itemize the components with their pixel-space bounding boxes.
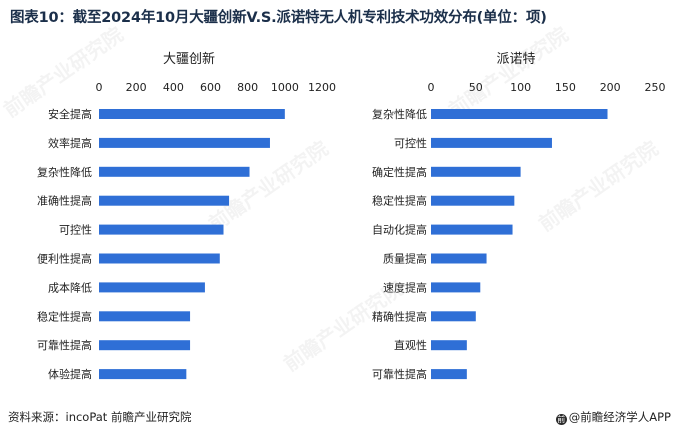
bar-5 (431, 224, 513, 235)
chart-title: 大疆创新 (163, 51, 215, 67)
bar-7 (431, 282, 481, 293)
bar-2 (99, 137, 270, 148)
category-label: 精确性提高 (372, 309, 427, 323)
bar-4 (99, 195, 230, 206)
page-title: 图表10：截至2024年10月大疆创新V.S.派诺特无人机专利技术功效分布(单位… (10, 10, 547, 26)
bar-3 (431, 166, 521, 177)
category-label: 安全提高 (48, 107, 92, 121)
x-tick-label: 1000 (271, 81, 299, 94)
watermark-2: 前瞻产业研究院 (204, 136, 332, 236)
bar-10 (99, 369, 187, 380)
brand-credit-text: @前瞻经济学人APP (568, 410, 671, 424)
bar-6 (431, 253, 487, 264)
category-label: 自动化提高 (372, 223, 427, 237)
category-label: 可控性 (59, 223, 92, 237)
category-label: 可靠性提高 (372, 367, 427, 381)
category-label: 体验提高 (48, 367, 92, 381)
x-tick-label: 400 (163, 81, 184, 94)
x-tick-label: 800 (237, 81, 258, 94)
bar-1 (99, 109, 285, 119)
category-label: 可控性 (394, 136, 427, 150)
bar-8 (431, 311, 476, 322)
brand-credit: 前 @前瞻经济学人APP (555, 409, 671, 425)
category-label: 可靠性提高 (37, 338, 92, 352)
category-label: 速度提高 (383, 280, 427, 294)
category-label: 复杂性降低 (37, 165, 92, 179)
category-label: 复杂性降低 (372, 107, 427, 121)
bar-3 (99, 166, 250, 177)
watermark-3: 前瞻产业研究院 (444, 22, 572, 122)
category-label: 稳定性提高 (37, 309, 92, 323)
chart-parrot: 派诺特 0 50 100 150 200 250 复杂性降低可控性确定性提高稳定性提高自动化提… (372, 52, 666, 381)
x-tick-label: 200 (600, 81, 621, 94)
category-label: 稳定性提高 (372, 194, 427, 208)
category-label: 便利性提高 (37, 252, 92, 266)
x-tick-label: 250 (645, 81, 666, 94)
x-tick-label: 150 (555, 81, 576, 94)
bar-1 (431, 109, 608, 119)
bar-2 (431, 137, 552, 148)
x-tick-label: 0 (428, 81, 435, 94)
chart-dji: 大疆创新 0 200 400 600 800 1000 1200 安全提高效率提高复杂性降低准确… (37, 51, 336, 381)
watermark-4: 前瞻产业研究院 (534, 136, 662, 236)
category-label: 确定性提高 (372, 165, 427, 179)
x-tick-label: 50 (469, 81, 483, 94)
category-label: 成本降低 (48, 280, 92, 294)
bar-5 (99, 224, 224, 235)
bar-9 (431, 340, 467, 351)
x-tick-label: 1200 (308, 81, 336, 94)
bar-4 (431, 195, 515, 206)
source-note: 资料来源：incoPat 前瞻产业研究院 (8, 410, 192, 424)
bar-7 (99, 282, 205, 293)
brand-logo-icon: 前 (555, 414, 567, 425)
category-label: 准确性提高 (37, 194, 92, 208)
category-label: 效率提高 (48, 136, 92, 150)
chart-title: 派诺特 (496, 52, 535, 67)
x-tick-label: 200 (126, 81, 147, 94)
category-label: 质量提高 (383, 252, 427, 266)
x-tick-label: 0 (96, 81, 103, 94)
bar-6 (99, 253, 220, 264)
category-label: 直观性 (394, 338, 427, 352)
bar-9 (99, 340, 191, 351)
bar-8 (99, 311, 191, 322)
x-tick-label: 600 (200, 81, 221, 94)
x-tick-label: 100 (510, 81, 531, 94)
bar-10 (431, 369, 467, 380)
